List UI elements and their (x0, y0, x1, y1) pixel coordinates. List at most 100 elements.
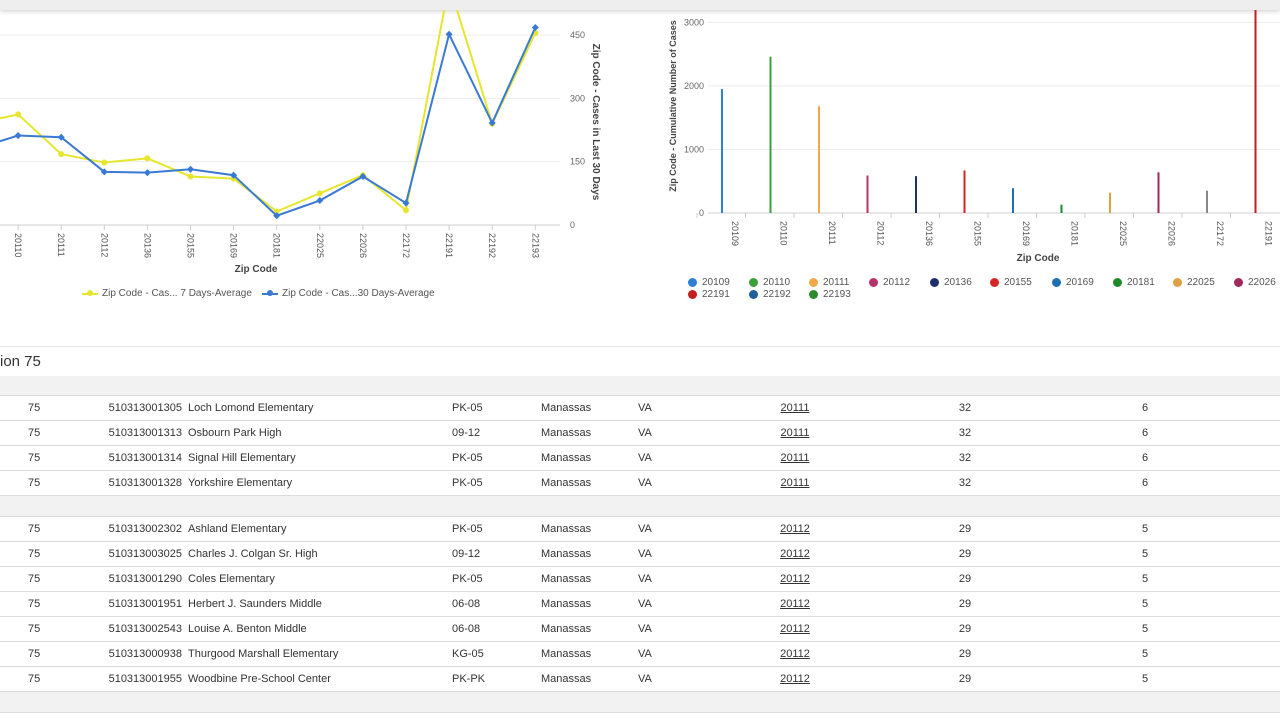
legend-item-20109[interactable]: 20109 (688, 277, 730, 288)
table-row[interactable]: 75 510313001305 Loch Lomond Elementary PK-0… (0, 396, 1280, 421)
data-point (488, 119, 496, 127)
data-point (57, 133, 65, 141)
cell-zip[interactable]: 20111 (780, 477, 810, 489)
y-tick-label: 0 (699, 208, 704, 218)
cell-city: Manassas (541, 402, 592, 414)
cell-region: 75 (28, 673, 41, 685)
legend-item-20155[interactable]: 20155 (990, 277, 1032, 288)
y-tick-label: 2000 (684, 81, 704, 91)
table-row[interactable]: 75 510313000938 Thurgood Marshall Elementa… (0, 642, 1280, 667)
cell-zip[interactable]: 20112 (780, 573, 810, 585)
table-row[interactable]: 75 510313001314 Signal Hill Elementary PK-0… (0, 446, 1280, 471)
bar-chart-legend: 20109 20110 20111 20112 20136 20155 20169 20181… (688, 277, 1280, 305)
x-tick-label: 22192 (487, 233, 497, 258)
legend-item[interactable]: Zip Code - Cas... 7 Days-Average (82, 288, 252, 299)
bar (1157, 172, 1160, 213)
data-point (402, 199, 410, 207)
cell-zip[interactable]: 20112 (780, 598, 810, 610)
legend-label: 22193 (823, 289, 851, 300)
bar (1012, 188, 1014, 213)
x-tick-label: 20110 (13, 233, 23, 257)
cell-state: VA (638, 477, 652, 489)
cell-grade: PK-05 (452, 573, 483, 585)
bar-chart-panel: 0 1000 2000 3000 20109 20110 20111 20112 20136 20… (660, 10, 1280, 270)
cell-zip[interactable]: 20111 (780, 452, 810, 464)
cell-zip[interactable]: 20112 (780, 648, 810, 660)
bar (1060, 204, 1063, 213)
legend-item-22193[interactable]: 22193 (809, 289, 851, 300)
cell-zip[interactable]: 20112 (780, 673, 810, 685)
section-divider (0, 346, 1280, 347)
table-row[interactable]: 75 510313001955 Woodbine Pre-School Center… (0, 667, 1280, 692)
table-row[interactable]: 75 510313002302 Ashland Elementary PK-05 Man… (0, 517, 1280, 542)
legend-dot-icon (869, 278, 878, 287)
cell-state: VA (638, 598, 652, 610)
table-row[interactable]: 75 510313003025 Charles J. Colgan Sr. High… (0, 542, 1280, 567)
legend-label: 22025 (1187, 277, 1215, 288)
table-row[interactable]: 75 510313001951 Herbert J. Saunders Middle… (0, 592, 1280, 617)
cell-region: 75 (28, 648, 41, 660)
legend-dot-icon (1113, 278, 1122, 287)
x-tick-label: 20112 (876, 221, 886, 245)
legend-item-20110[interactable]: 20110 (749, 277, 790, 288)
cell-id: 510313001305 (108, 402, 182, 414)
cell-city: Manassas (541, 548, 592, 560)
bar-chart: 0 1000 2000 3000 20109 20110 20111 20112 20136 20… (668, 10, 1280, 264)
cell-cases: 29 (958, 523, 972, 535)
legend-item-22026[interactable]: 22026 (1234, 277, 1276, 288)
legend-item-20181[interactable]: 20181 (1113, 277, 1155, 288)
series-line (0, 10, 537, 213)
table-row[interactable]: 75 510313001290 Coles Elementary PK-05 Manas… (0, 567, 1280, 592)
y-tick-label: 0 (570, 220, 575, 230)
legend-label: 20112 (883, 277, 911, 288)
cell-region: 75 (28, 523, 41, 535)
cell-grade: PK-PK (452, 673, 486, 685)
table-row[interactable]: 75 510313001313 Osbourn Park High 09-12 Mana… (0, 421, 1280, 446)
legend-item-22192[interactable]: 22192 (749, 289, 791, 300)
cell-zip[interactable]: 20112 (780, 548, 810, 560)
cell-region: 75 (28, 452, 41, 464)
series-line (0, 27, 537, 217)
cell-avg: 5 (1141, 648, 1149, 660)
cell-avg: 6 (1141, 452, 1149, 464)
cell-region: 75 (28, 427, 41, 439)
cell-cases: 32 (958, 427, 972, 439)
legend-item-20111[interactable]: 20111 (809, 277, 849, 288)
x-tick-label: 22172 (401, 233, 411, 258)
cell-name: Osbourn Park High (188, 427, 282, 439)
legend-dot-icon (809, 278, 818, 287)
cell-city: Manassas (541, 427, 592, 439)
cell-cases: 32 (958, 402, 972, 414)
x-tick-label: 20181 (1070, 221, 1080, 246)
legend-item-20169[interactable]: 20169 (1052, 277, 1094, 288)
legend-dot-icon (990, 278, 999, 287)
legend-item-20112[interactable]: 20112 (869, 277, 910, 288)
table-row[interactable]: 75 510313002543 Louise A. Benton Middle 06-… (0, 617, 1280, 642)
cell-id: 510313001955 (108, 673, 182, 685)
data-point (186, 165, 195, 173)
data-point (143, 169, 151, 177)
legend-item-22191[interactable]: 22191 (688, 289, 730, 300)
cell-grade: PK-05 (452, 523, 483, 535)
cell-zip[interactable]: 20112 (780, 523, 810, 535)
table-row[interactable]: 75 510313001328 Yorkshire Elementary PK-05 M… (0, 471, 1280, 496)
cell-zip[interactable]: 20111 (780, 402, 810, 414)
legend-dot-icon (809, 290, 818, 299)
legend-label: Zip Code - Cas...30 Days-Average (282, 288, 435, 299)
bar (769, 56, 772, 214)
cell-zip[interactable]: 20111 (780, 427, 810, 439)
bar (963, 170, 966, 213)
legend-item-22025[interactable]: 22025 (1173, 277, 1215, 288)
legend-item-20136[interactable]: 20136 (930, 277, 972, 288)
cell-name: Thurgood Marshall Elementary (188, 648, 339, 660)
x-tick-label: 20112 (99, 233, 109, 257)
data-point (316, 190, 323, 197)
x-tick-label: 22025 (315, 233, 325, 258)
cell-name: Yorkshire Elementary (188, 477, 293, 489)
x-tick-label: 20155 (186, 233, 196, 258)
cell-city: Manassas (541, 477, 592, 489)
cell-zip[interactable]: 20112 (780, 623, 810, 635)
legend-item[interactable]: Zip Code - Cas...30 Days-Average (262, 288, 435, 299)
cell-cases: 29 (958, 598, 972, 610)
x-tick-label: 20111 (827, 221, 837, 245)
